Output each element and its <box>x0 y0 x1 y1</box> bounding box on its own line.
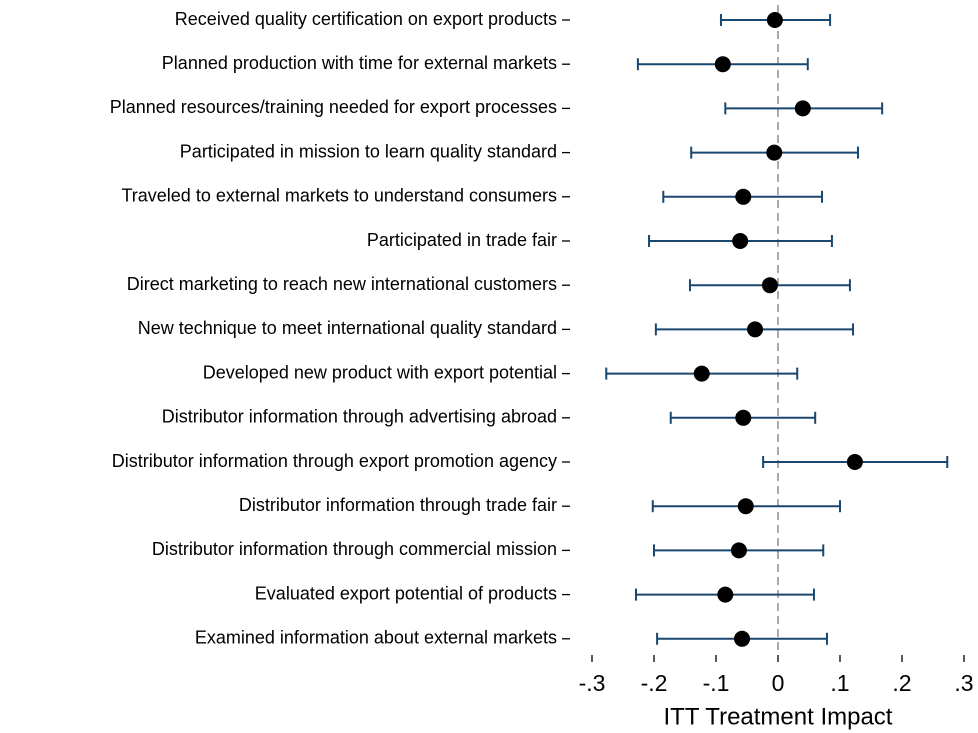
point-estimate <box>714 56 731 73</box>
x-tick-label: .3 <box>954 670 973 696</box>
y-tick-label: Examined information about external mark… <box>195 628 557 648</box>
x-tick-label: -.2 <box>641 670 668 696</box>
y-tick-label: Developed new product with export potent… <box>203 362 557 382</box>
point-estimate <box>735 188 752 205</box>
point-estimate <box>732 233 749 249</box>
point-estimate <box>735 409 752 426</box>
point-estimate <box>766 144 783 161</box>
y-tick-label: Participated in mission to learn quality… <box>180 141 557 161</box>
point-estimate <box>794 100 811 117</box>
x-tick-label: .2 <box>892 670 911 696</box>
point-estimate <box>717 586 734 603</box>
y-tick-label: Participated in trade fair <box>367 230 557 250</box>
point-estimate <box>766 12 783 28</box>
x-tick-label: .1 <box>830 670 849 696</box>
x-axis-title: ITT Treatment Impact <box>664 703 893 730</box>
y-tick-label: Planned production with time for externa… <box>162 53 557 73</box>
x-tick-label: -.3 <box>579 670 606 696</box>
point-estimate <box>730 542 747 559</box>
y-tick-label: Distributor information through trade fa… <box>239 495 557 515</box>
point-estimate <box>737 498 754 515</box>
y-tick-label: New technique to meet international qual… <box>138 318 557 338</box>
point-estimate <box>747 321 764 338</box>
y-tick-label: Direct marketing to reach new internatio… <box>127 274 557 294</box>
point-estimate <box>761 277 778 294</box>
y-tick-label: Traveled to external markets to understa… <box>121 186 557 206</box>
point-estimate <box>693 365 710 382</box>
x-tick-label: 0 <box>772 670 785 696</box>
y-tick-label: Distributor information through advertis… <box>162 407 557 427</box>
y-tick-label: Distributor information through export p… <box>112 451 557 471</box>
y-tick-label: Evaluated export potential of products <box>255 583 557 603</box>
point-estimate <box>734 630 751 647</box>
y-tick-label: Received quality certification on export… <box>175 9 557 29</box>
x-tick-label: -.1 <box>703 670 730 696</box>
point-estimate <box>846 454 863 470</box>
y-tick-label: Planned resources/training needed for ex… <box>110 97 557 117</box>
y-tick-label: Distributor information through commerci… <box>152 539 557 559</box>
